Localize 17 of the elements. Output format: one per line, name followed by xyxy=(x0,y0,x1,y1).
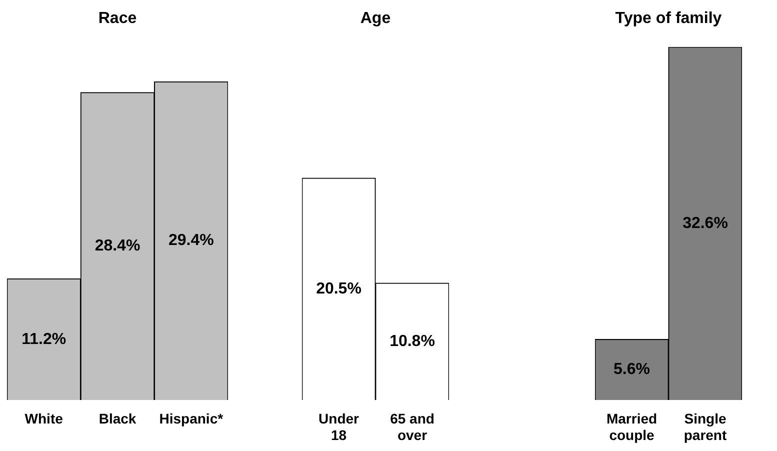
x-tick-label: 65 and over xyxy=(390,410,434,444)
x-tick-label: Single parent xyxy=(684,410,727,444)
chart-title: Type of family xyxy=(614,10,723,28)
data-label: 20.5% xyxy=(316,280,362,298)
x-tick-label: Black xyxy=(98,410,136,426)
data-label: 5.6% xyxy=(614,361,650,378)
x-tick-label: Hispanic* xyxy=(159,410,224,426)
x-tick-label: Under 18 xyxy=(318,410,360,444)
chart-title: Age xyxy=(359,10,392,28)
x-tick-label: Married couple xyxy=(606,410,658,444)
chart-title: Race xyxy=(97,10,138,28)
data-label: 29.4% xyxy=(168,232,214,250)
x-tick-label: White xyxy=(24,410,64,426)
data-label: 32.6% xyxy=(682,214,728,232)
data-label: 11.2% xyxy=(22,330,66,348)
data-label: 10.8% xyxy=(390,332,435,350)
data-label: 28.4% xyxy=(94,238,140,255)
